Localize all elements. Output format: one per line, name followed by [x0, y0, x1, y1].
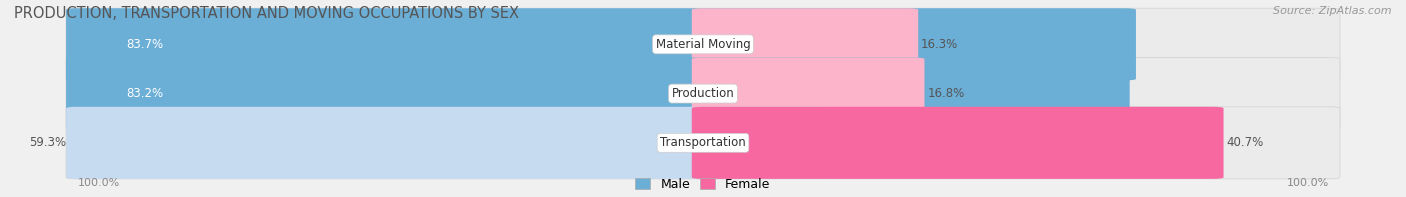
FancyBboxPatch shape [692, 107, 1223, 179]
FancyBboxPatch shape [66, 8, 1340, 80]
Text: 100.0%: 100.0% [1286, 178, 1329, 188]
Text: Production: Production [672, 87, 734, 100]
FancyBboxPatch shape [692, 8, 918, 80]
FancyBboxPatch shape [66, 107, 831, 179]
FancyBboxPatch shape [692, 58, 925, 130]
Text: 59.3%: 59.3% [30, 136, 66, 149]
Text: 83.7%: 83.7% [127, 38, 163, 51]
FancyBboxPatch shape [66, 8, 1136, 80]
Text: 16.3%: 16.3% [921, 38, 959, 51]
Text: 40.7%: 40.7% [1226, 136, 1264, 149]
Text: Source: ZipAtlas.com: Source: ZipAtlas.com [1274, 6, 1392, 16]
Text: Transportation: Transportation [661, 136, 745, 149]
Text: 100.0%: 100.0% [77, 178, 120, 188]
Legend: Male, Female: Male, Female [636, 178, 770, 191]
FancyBboxPatch shape [66, 58, 1129, 130]
Text: 16.8%: 16.8% [928, 87, 965, 100]
FancyBboxPatch shape [66, 58, 1340, 130]
FancyBboxPatch shape [66, 107, 1340, 179]
Text: 83.2%: 83.2% [127, 87, 163, 100]
Text: PRODUCTION, TRANSPORTATION AND MOVING OCCUPATIONS BY SEX: PRODUCTION, TRANSPORTATION AND MOVING OC… [14, 6, 519, 21]
Text: Material Moving: Material Moving [655, 38, 751, 51]
